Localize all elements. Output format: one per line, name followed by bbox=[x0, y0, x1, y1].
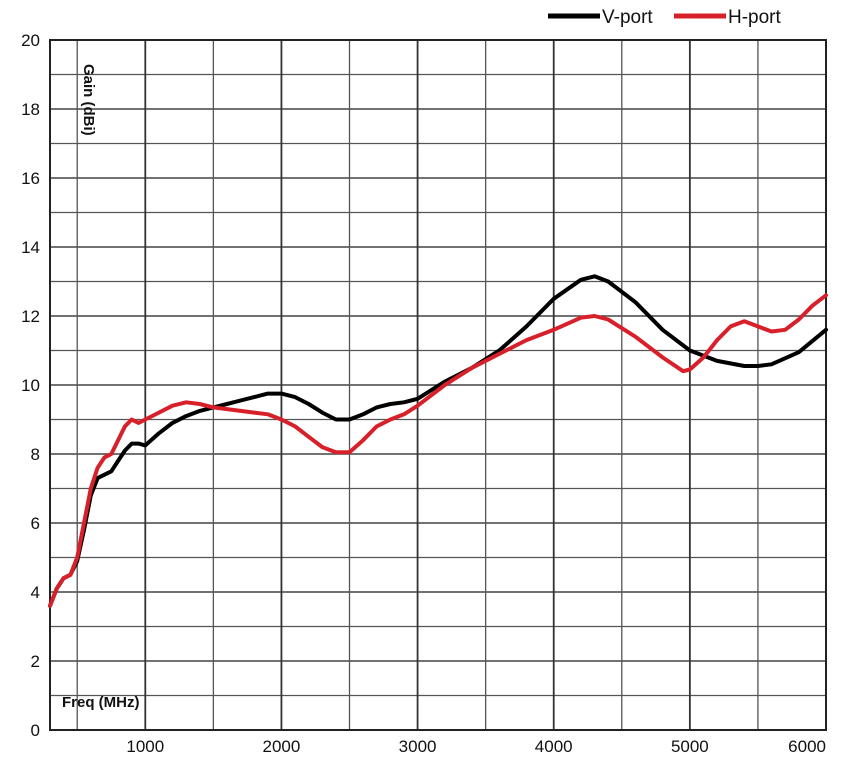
x-axis-ticks: 1000 2000 3000 4000 5000 6000 bbox=[126, 737, 826, 756]
x-axis-label: Freq (MHz) bbox=[62, 694, 140, 711]
y-tick-label: 8 bbox=[31, 445, 40, 464]
y-axis-ticks: 0 2 4 6 8 10 12 14 16 18 20 bbox=[21, 31, 40, 740]
legend: V-port H-port bbox=[548, 7, 782, 28]
y-tick-label: 12 bbox=[21, 307, 40, 326]
legend-label-v-port: V-port bbox=[602, 7, 653, 28]
series-line-v-port bbox=[48, 274, 828, 608]
y-tick-label: 10 bbox=[21, 376, 40, 395]
x-tick-label: 1000 bbox=[126, 737, 164, 756]
y-tick-label: 2 bbox=[31, 652, 40, 671]
y-tick-label: 4 bbox=[31, 583, 40, 602]
x-tick-label: 6000 bbox=[788, 737, 826, 756]
y-tick-label: 18 bbox=[21, 100, 40, 119]
x-tick-label: 3000 bbox=[399, 737, 437, 756]
series-lines bbox=[48, 274, 828, 608]
x-tick-label: 4000 bbox=[535, 737, 573, 756]
y-tick-label: 20 bbox=[21, 31, 40, 50]
y-axis-label: Gain (dBi) bbox=[80, 64, 97, 136]
x-tick-label: 5000 bbox=[671, 737, 709, 756]
y-tick-label: 6 bbox=[31, 514, 40, 533]
y-tick-label: 16 bbox=[21, 169, 40, 188]
y-tick-label: 14 bbox=[21, 238, 40, 257]
grid bbox=[50, 39, 827, 731]
x-tick-label: 2000 bbox=[263, 737, 301, 756]
y-tick-label: 0 bbox=[31, 721, 40, 740]
plot-frame bbox=[49, 39, 827, 731]
legend-label-h-port: H-port bbox=[728, 7, 782, 28]
series-line-h-port bbox=[48, 293, 828, 608]
